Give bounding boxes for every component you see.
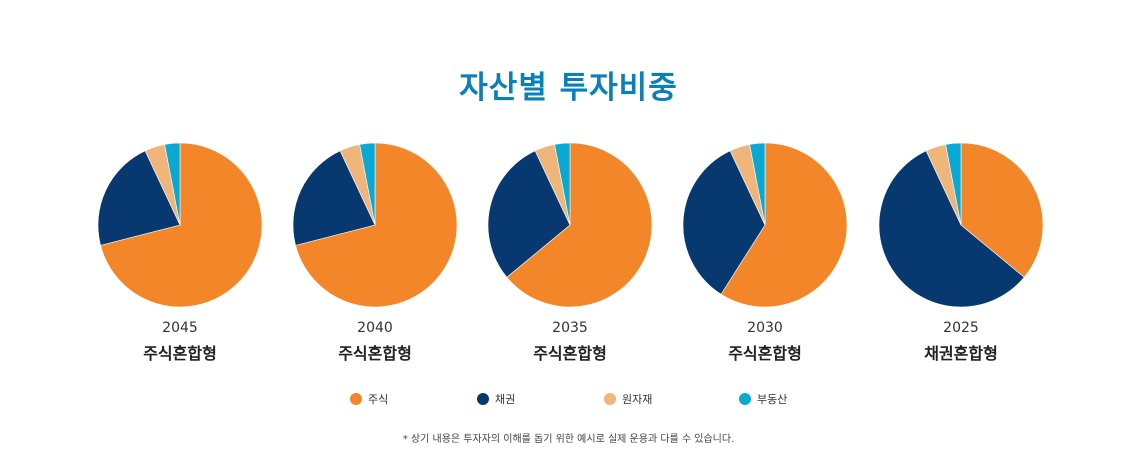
- legend-swatch: [604, 393, 616, 405]
- pie-slice-stock: [100, 142, 263, 308]
- legend-label: 원자재: [622, 393, 653, 406]
- legend-label: 채권: [495, 393, 516, 406]
- legend-item-commodity: 원자재: [604, 390, 652, 408]
- chart-title: 자산별 투자비중: [459, 70, 678, 106]
- pie-slice-stock: [295, 142, 458, 308]
- pie-year-label: 2045: [162, 320, 198, 336]
- legend-item-bond: 채권: [477, 390, 515, 408]
- legend-swatch: [739, 393, 751, 405]
- pie-slice-bond: [97, 150, 181, 246]
- legend-label: 주식: [368, 393, 389, 406]
- pie-slice-stock: [506, 142, 653, 308]
- legend-label: 부동산: [757, 393, 788, 406]
- pie-slice-bond: [878, 150, 1025, 308]
- pie-slice-realestate: [945, 142, 962, 226]
- pie-slice-realestate: [164, 142, 181, 226]
- legend-swatch: [477, 393, 489, 405]
- legend-item-stock: 주식: [350, 390, 388, 408]
- disclaimer-footnote: * 상기 내용은 투자자의 이해를 돕기 위한 예시로 실제 운용과 다를 수 …: [402, 434, 735, 445]
- legend-item-realestate: 부동산: [739, 390, 787, 408]
- pie-slice-bond: [682, 150, 766, 295]
- pie-slice-bond: [487, 150, 571, 278]
- pie-slice-realestate: [359, 142, 376, 226]
- legend-swatch: [350, 393, 362, 405]
- pie-fund-name: 주식혼합형: [143, 344, 217, 363]
- pie-fund-name: 주식혼합형: [533, 344, 607, 363]
- pie-fund-name: 주식혼합형: [338, 344, 412, 363]
- pie-year-label: 2025: [943, 320, 979, 336]
- pie-slice-stock: [720, 142, 848, 308]
- pie-slice-bond: [292, 150, 376, 246]
- pie-year-label: 2035: [552, 320, 588, 336]
- pie-slice-realestate: [749, 142, 766, 226]
- pie-fund-name: 주식혼합형: [728, 344, 802, 363]
- pie-slice-stock: [960, 142, 1044, 278]
- pie-year-label: 2030: [747, 320, 783, 336]
- pie-slice-realestate: [554, 142, 571, 226]
- pie-fund-name: 채권혼합형: [924, 344, 998, 363]
- pie-year-label: 2040: [357, 320, 393, 336]
